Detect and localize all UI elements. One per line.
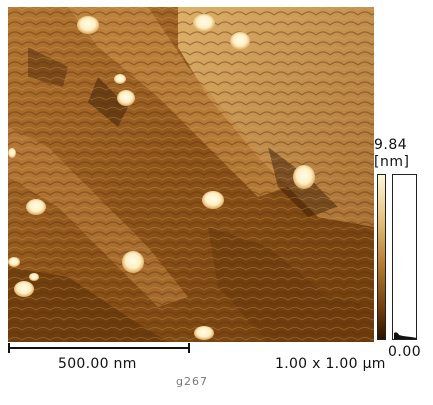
height-histogram [392, 174, 417, 340]
scale-bar-right-cap [188, 343, 190, 353]
scale-bar-label: 500.00 nm [58, 356, 137, 372]
scale-bar [8, 347, 190, 349]
afm-topography-image [8, 7, 374, 342]
colorbar-min-label: 0.00 [388, 344, 422, 360]
file-name-label: g267 [176, 375, 208, 388]
scan-size-label: 1.00 x 1.00 µm [275, 356, 386, 372]
colorbar-max-label: 9.84 [374, 137, 408, 153]
colorbar-unit-label: [nm] [374, 154, 410, 170]
colorbar [377, 174, 386, 340]
